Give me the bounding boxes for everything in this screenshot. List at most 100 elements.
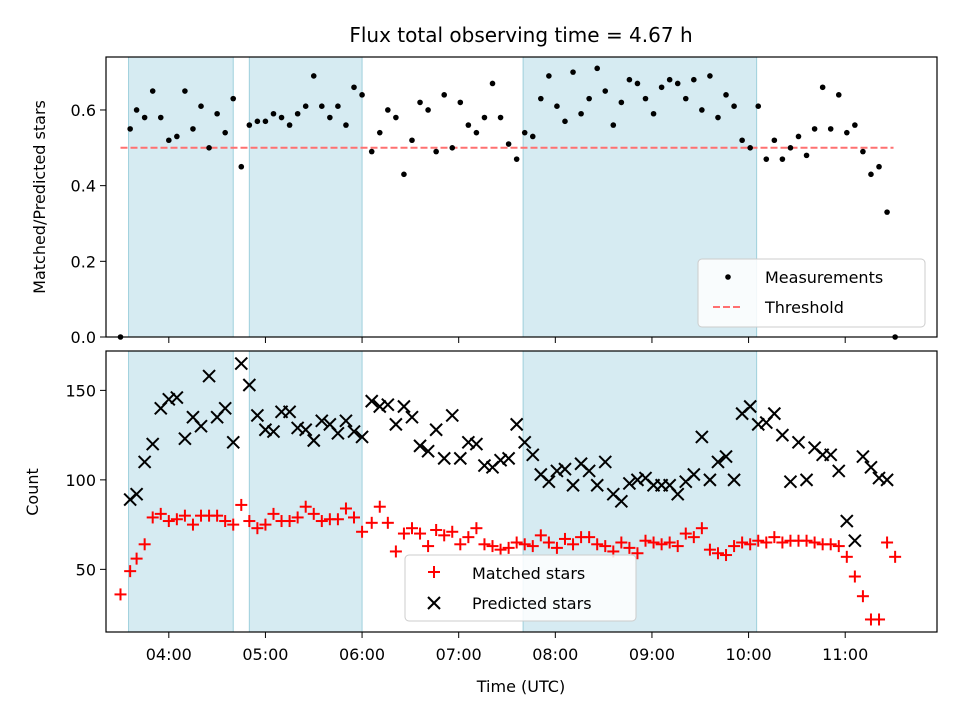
matched-star-point xyxy=(114,588,127,601)
measurement-point xyxy=(546,73,552,79)
measurement-point xyxy=(650,110,657,117)
predicted-point-b xyxy=(807,440,822,455)
predicted-star-point xyxy=(453,451,468,466)
measurement-point xyxy=(586,95,592,102)
predicted-point-b xyxy=(186,410,200,424)
measurement-point xyxy=(844,129,850,136)
matched-star-point xyxy=(510,536,523,549)
predicted-point-b xyxy=(671,487,685,501)
bottom-legend-box xyxy=(404,554,637,622)
measurement-point xyxy=(513,156,520,162)
matched-star-point xyxy=(348,511,361,524)
measurement-point xyxy=(294,110,301,117)
bottom-y-tick-label: 150 xyxy=(65,381,96,400)
matched-star-point xyxy=(438,529,451,542)
measurement-point xyxy=(876,163,882,170)
bottom-x-tick-label: 05:00 xyxy=(242,645,288,664)
predicted-star-point xyxy=(373,399,387,414)
measurement-point xyxy=(489,80,496,87)
measurement-point xyxy=(505,141,512,147)
matched-star-point xyxy=(170,513,183,526)
measurement-point xyxy=(691,76,697,83)
predicted-star-point xyxy=(266,424,281,439)
bottom-y-tick-label: 50 xyxy=(76,560,96,579)
predicted-point-b xyxy=(250,408,265,423)
measurement-point xyxy=(602,88,609,94)
predicted-star-point xyxy=(250,408,265,423)
predicted-star-point xyxy=(791,435,806,449)
measurement-point xyxy=(286,122,293,128)
matched-star-point xyxy=(454,538,467,551)
predicted-star-point xyxy=(315,414,329,428)
predicted-star-point xyxy=(129,487,144,501)
predicted-star-point xyxy=(775,428,790,442)
matched-star-point xyxy=(800,534,813,547)
predicted-star-point xyxy=(461,435,476,449)
predicted-point-b xyxy=(791,435,806,449)
measurement-point xyxy=(642,95,649,102)
bottom-y-tick-label: 100 xyxy=(65,471,96,490)
matched-star-point xyxy=(251,522,264,535)
matched-star-point xyxy=(446,525,459,538)
matched-star-point xyxy=(768,531,781,544)
measurement-point xyxy=(401,171,407,178)
matched-star-point xyxy=(243,515,256,528)
matched-star-point xyxy=(124,565,137,578)
predicted-point-b xyxy=(880,473,894,487)
predicted-star-point xyxy=(783,474,798,489)
measurement-point xyxy=(674,80,681,87)
predicted-star-point xyxy=(671,487,685,501)
predicted-star-point xyxy=(397,399,411,414)
predicted-star-point xyxy=(339,414,353,428)
predicted-star-point xyxy=(880,473,894,487)
top-y-tick-label: 0.4 xyxy=(71,177,96,196)
predicted-point-b xyxy=(840,514,854,528)
measurement-point xyxy=(747,145,753,151)
matched-star-point xyxy=(397,527,410,540)
measurement-point xyxy=(368,148,375,155)
predicted-star-point xyxy=(355,430,369,444)
predicted-point-b xyxy=(558,462,572,476)
measurement-point xyxy=(715,114,721,121)
predicted-point-b xyxy=(339,414,353,428)
predicted-star-point xyxy=(856,449,870,464)
matched-star-point xyxy=(639,534,652,547)
predicted-star-point xyxy=(687,467,701,482)
bottom-x-tick-label: 08:00 xyxy=(532,645,578,664)
matched-star-point xyxy=(267,507,280,520)
predicted-point-b xyxy=(493,453,508,467)
measurement-point xyxy=(835,92,842,98)
top-shaded-intervals xyxy=(128,56,758,338)
matched-star-point xyxy=(146,511,159,524)
measurement-point xyxy=(425,107,431,113)
predicted-point-b xyxy=(638,471,653,485)
measurement-point xyxy=(666,76,673,83)
measurement-point xyxy=(127,126,133,132)
measurement-point xyxy=(868,171,874,178)
predicted-star-point xyxy=(550,464,564,478)
measurement-point xyxy=(319,103,325,109)
matched-star-point xyxy=(808,536,821,549)
measurement-point xyxy=(771,137,778,144)
matched-star-point xyxy=(502,541,515,554)
predicted-star-point xyxy=(298,423,313,437)
predicted-point-b xyxy=(202,369,216,383)
measurement-point xyxy=(310,73,317,79)
measurement-point xyxy=(779,156,786,162)
measurement-point xyxy=(198,103,204,109)
bottom-x-tick-label: 10:00 xyxy=(726,645,772,664)
measurement-point xyxy=(449,145,456,151)
predicted-star-point xyxy=(258,423,273,437)
predicted-star-point xyxy=(429,423,443,437)
predicted-point-b xyxy=(775,428,790,442)
predicted-point-b xyxy=(574,457,588,471)
predicted-star-point xyxy=(365,394,379,408)
measurement-point xyxy=(351,84,357,91)
predicted-point-b xyxy=(509,417,524,432)
matched-star-point xyxy=(356,525,369,538)
matched-star-point xyxy=(542,536,555,549)
measurement-point xyxy=(393,114,399,121)
matched-star-point xyxy=(671,540,684,553)
matched-star-point xyxy=(235,498,248,511)
matched-star-point xyxy=(389,545,402,558)
